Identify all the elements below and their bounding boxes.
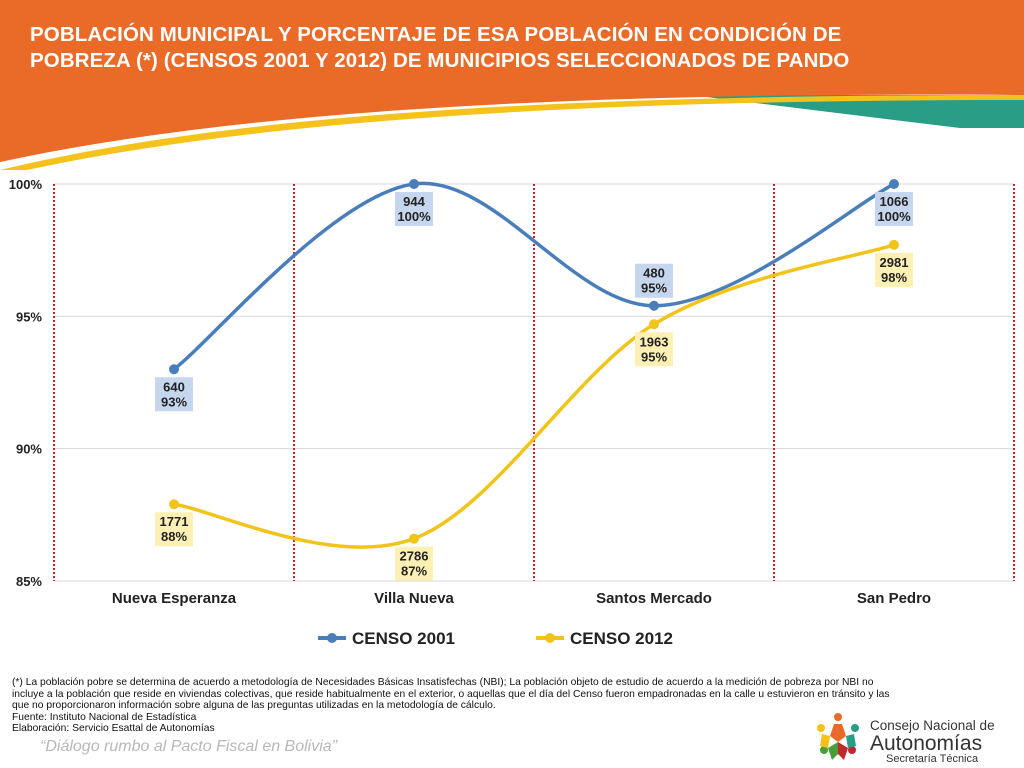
footnote-source: Fuente: Instituto Nacional de Estadístic… [12,711,197,723]
data-point [169,364,179,375]
data-label-population: 1066 [880,194,909,209]
y-tick-label: 95% [16,309,42,324]
data-label-percent: 87% [401,564,427,579]
chart-title-line-2: POBREZA (*) (CENSOS 2001 Y 2012) DE MUNI… [30,49,850,72]
data-label-box [155,377,193,412]
x-tick-label: Nueva Esperanza [112,590,237,607]
data-point [889,239,899,250]
footnote-line: (*) La población pobre se determina de a… [12,677,874,688]
data-label-percent: 88% [161,529,187,544]
data-point [409,533,419,544]
data-label-box [875,252,913,287]
data-label-population: 1963 [640,334,669,349]
line-chart: 85% 90% 95% 100% Nueva Esperanza Villa Nueva S… [9,177,1015,648]
data-label-percent: 95% [641,349,667,364]
footnote-elaboration: Elaboración: Servicio Esattal de Autonom… [12,723,215,735]
data-label-box [635,332,673,367]
logo-mark-icon [817,713,859,760]
footnote: (*) La población pobre se determina de a… [12,677,1012,735]
x-tick-label: Villa Nueva [374,590,454,607]
data-point [169,499,179,510]
logo-text-line-3: Secretaría Técnica [886,753,979,765]
legend-swatch-marker [327,633,337,643]
data-label-population: 480 [643,266,665,281]
series-line-2012 [173,243,895,549]
data-label-box [875,192,913,226]
data-label-percent: 93% [161,394,187,409]
data-label-population: 640 [163,379,185,394]
data-label-box [395,546,433,581]
data-label-percent: 100% [397,209,431,224]
slogan: “Diálogo rumbo al Pacto Fiscal en Bolivi… [40,738,338,755]
legend-swatch-marker [545,633,555,643]
data-point [649,300,659,311]
data-label-box [155,512,193,547]
logo-text-line-2: Autonomías [870,732,983,755]
header-yellow-stripe [0,95,1024,170]
footnote-line: incluye a la población que reside en viv… [12,688,890,700]
data-label-percent: 98% [881,270,907,285]
data-label-population: 1771 [160,514,189,529]
data-label-population: 2981 [880,255,909,270]
header-orange-band [0,0,1024,162]
y-tick-label: 85% [16,574,42,589]
data-point [649,319,659,330]
logo: Consejo Nacional de Autonomías Secretarí… [808,708,1008,766]
y-tick-label: 90% [16,442,42,457]
data-point [889,179,899,189]
legend-label: CENSO 2001 [352,629,455,648]
data-label-population: 944 [403,194,425,209]
data-label-percent: 95% [641,281,667,296]
chart-title: POBLACIÓN MUNICIPAL Y PORCENTAJE DE ESA … [30,22,990,74]
x-tick-label: Santos Mercado [596,590,712,607]
legend-label: CENSO 2012 [570,629,673,648]
data-label-box [395,192,433,226]
header-banner [0,0,1024,170]
chart-title-line-1: POBLACIÓN MUNICIPAL Y PORCENTAJE DE ESA … [30,23,842,46]
footnote-line: que no proporcionaron información sobre … [12,700,496,712]
data-label-percent: 100% [877,209,911,224]
logo-text-line-1: Consejo Nacional de [870,718,995,733]
data-label-population: 2786 [400,549,429,564]
data-label-box [635,263,673,298]
y-tick-label: 100% [9,177,43,192]
data-point [409,179,419,189]
header-teal-stripe [690,95,1024,128]
x-tick-label: San Pedro [857,590,931,607]
series-line-2001 [172,181,895,371]
